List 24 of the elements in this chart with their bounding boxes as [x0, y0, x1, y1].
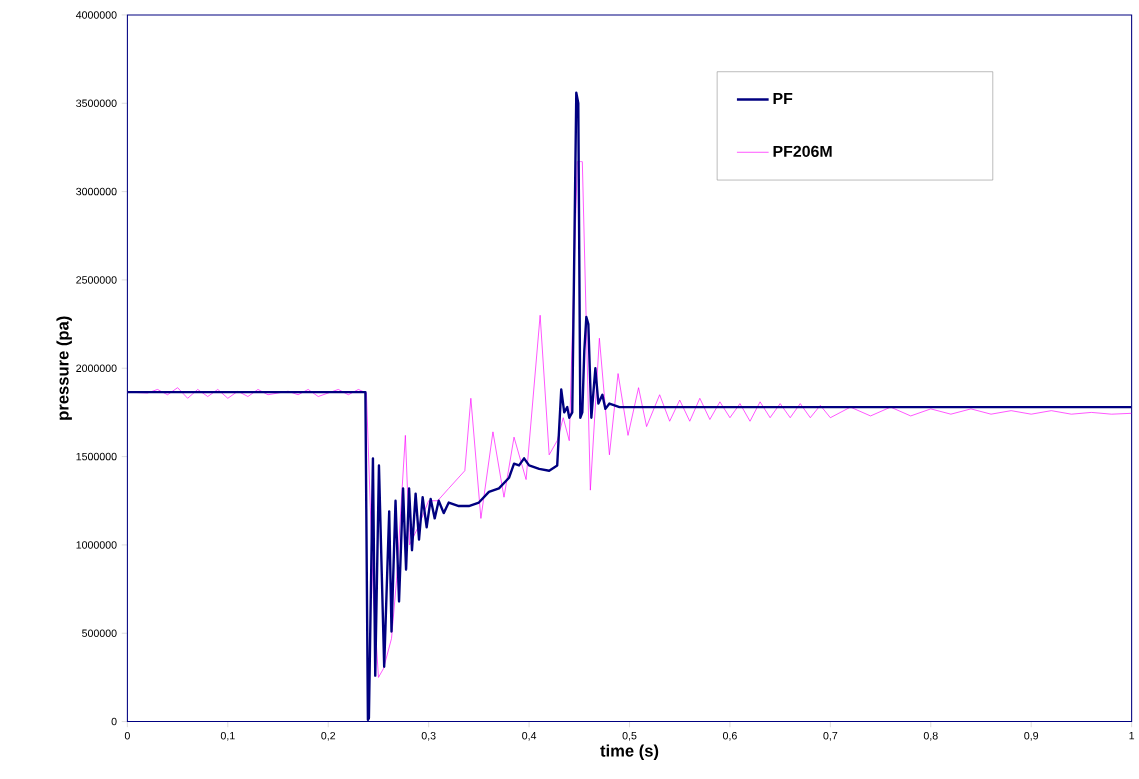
y-axis-title: pressure (pa): [56, 316, 72, 420]
x-tick-label: 0,6: [722, 731, 737, 741]
x-tick-label: 0,3: [421, 731, 436, 741]
x-tick-label: 0,7: [823, 731, 838, 741]
x-tick-label: 0: [124, 731, 130, 740]
x-tick-label: 0,4: [522, 731, 537, 741]
y-tick-label: 1000000: [76, 541, 117, 549]
x-tick-label: 0,8: [923, 731, 938, 741]
y-tick-label: 2000000: [76, 364, 117, 372]
legend-label: PF: [773, 92, 793, 104]
x-axis-title: time (s): [600, 744, 659, 760]
y-tick-label: 3500000: [76, 99, 117, 107]
y-tick-label: 2500000: [76, 276, 117, 284]
y-tick-label: 4000000: [75, 11, 117, 19]
y-tick-label: 500000: [82, 629, 117, 637]
x-tick-label: 0,5: [622, 731, 637, 741]
x-tick-label: 1: [1129, 731, 1135, 740]
x-tick-label: 0,2: [321, 731, 336, 741]
y-tick-label: 1500000: [76, 452, 117, 461]
x-tick-label: 0,1: [220, 731, 235, 741]
legend-label: PF206M: [773, 145, 832, 157]
x-tick-label: 0,9: [1024, 731, 1039, 741]
y-tick-label: 0: [111, 717, 117, 726]
y-tick-label: 3000000: [76, 187, 117, 196]
